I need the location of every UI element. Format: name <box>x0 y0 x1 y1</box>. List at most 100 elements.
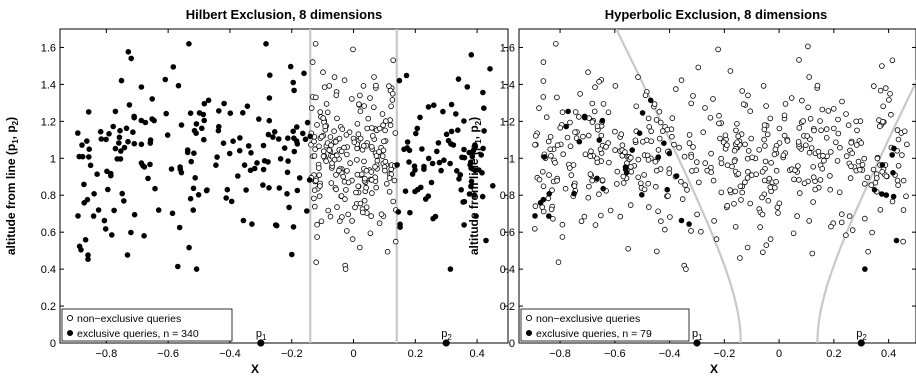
point-non-exclusive <box>612 128 618 135</box>
point-non-exclusive <box>693 167 700 174</box>
point-non-exclusive <box>688 100 694 107</box>
point-non-exclusive <box>695 179 702 186</box>
point-non-exclusive <box>632 137 639 144</box>
point-exclusive <box>240 217 247 224</box>
point-exclusive <box>425 193 432 200</box>
point-exclusive <box>108 170 114 177</box>
point-non-exclusive <box>376 125 383 132</box>
point-non-exclusive <box>318 133 325 140</box>
point-non-exclusive <box>900 207 907 213</box>
point-non-exclusive <box>761 136 767 143</box>
point-exclusive <box>879 162 886 168</box>
point-non-exclusive <box>676 144 682 151</box>
point-non-exclusive <box>587 171 594 177</box>
point-exclusive <box>169 210 176 217</box>
point-non-exclusive <box>669 133 675 140</box>
point-exclusive <box>201 117 208 124</box>
point-exclusive <box>433 148 440 155</box>
point-non-exclusive <box>679 196 686 202</box>
point-exclusive <box>266 95 273 101</box>
point-exclusive <box>461 146 467 153</box>
point-non-exclusive <box>331 74 338 80</box>
y-tick-label: 0 <box>509 338 515 350</box>
point-non-exclusive <box>762 143 768 149</box>
point-non-exclusive <box>843 111 849 117</box>
point-non-exclusive <box>338 148 345 155</box>
point-exclusive <box>480 145 486 152</box>
point-non-exclusive <box>392 130 399 136</box>
point-exclusive <box>487 66 493 72</box>
boundary-curve <box>816 79 916 343</box>
point-non-exclusive <box>327 134 334 140</box>
point-non-exclusive <box>311 153 318 159</box>
point-non-exclusive <box>759 249 766 256</box>
point-non-exclusive <box>389 91 396 97</box>
point-exclusive <box>458 187 465 193</box>
point-non-exclusive <box>738 197 744 203</box>
point-non-exclusive <box>870 83 877 89</box>
point-non-exclusive <box>379 153 386 159</box>
point-non-exclusive <box>316 172 323 178</box>
point-non-exclusive <box>328 142 334 149</box>
point-non-exclusive <box>724 202 730 209</box>
point-non-exclusive <box>589 100 596 107</box>
point-exclusive <box>186 40 192 47</box>
point-exclusive <box>124 252 131 258</box>
point-non-exclusive <box>540 78 547 84</box>
point-non-exclusive <box>382 167 388 174</box>
point-non-exclusive <box>716 120 722 127</box>
point-exclusive <box>291 148 298 155</box>
point-exclusive <box>121 144 128 151</box>
point-exclusive <box>293 124 300 130</box>
point-non-exclusive <box>607 207 614 214</box>
point-non-exclusive <box>614 168 621 175</box>
point-non-exclusive <box>895 136 902 143</box>
point-non-exclusive <box>877 87 884 94</box>
point-exclusive <box>175 82 182 89</box>
point-non-exclusive <box>555 259 562 266</box>
point-exclusive <box>452 111 459 117</box>
point-non-exclusive <box>378 211 385 218</box>
point-non-exclusive <box>729 163 735 170</box>
point-exclusive <box>596 137 603 143</box>
point-non-exclusive <box>543 114 550 120</box>
x-axis-ticks: −0.8 −0.6 −0.4 −0.2 0 0.2 0.4 <box>95 29 485 360</box>
point-non-exclusive <box>773 179 779 185</box>
legend: non−exclusive queries exclusive queries,… <box>61 308 233 342</box>
point-non-exclusive <box>724 142 730 149</box>
y-tick-label: 1.2 <box>500 116 515 128</box>
point-exclusive <box>469 153 476 160</box>
point-non-exclusive <box>744 244 751 251</box>
point-non-exclusive <box>655 147 662 153</box>
point-non-exclusive <box>314 122 320 128</box>
point-non-exclusive <box>819 106 826 113</box>
point-exclusive <box>545 213 552 219</box>
point-non-exclusive <box>801 180 808 187</box>
point-exclusive <box>184 149 191 156</box>
y-tick-label: 1.4 <box>41 79 56 91</box>
point-non-exclusive <box>331 128 337 135</box>
point-non-exclusive <box>313 259 320 266</box>
point-exclusive <box>647 97 654 104</box>
point-non-exclusive <box>343 228 350 234</box>
point-exclusive <box>117 127 123 134</box>
point-non-exclusive <box>739 88 745 94</box>
point-non-exclusive <box>351 139 358 146</box>
point-non-exclusive <box>323 101 330 107</box>
point-exclusive <box>105 186 111 193</box>
point-non-exclusive <box>744 155 751 162</box>
point-non-exclusive <box>364 125 371 132</box>
point-non-exclusive <box>716 112 722 119</box>
point-exclusive <box>111 207 117 214</box>
point-non-exclusive <box>776 125 783 132</box>
exclusion-boundary <box>309 29 398 343</box>
point-exclusive <box>893 237 900 244</box>
point-non-exclusive <box>559 221 566 228</box>
point-exclusive <box>438 167 444 174</box>
point-non-exclusive <box>837 144 843 151</box>
point-exclusive <box>414 125 421 132</box>
legend-marker-open <box>525 314 533 322</box>
point-non-exclusive <box>830 125 837 132</box>
point-non-exclusive <box>702 105 708 111</box>
point-non-exclusive <box>546 172 552 178</box>
